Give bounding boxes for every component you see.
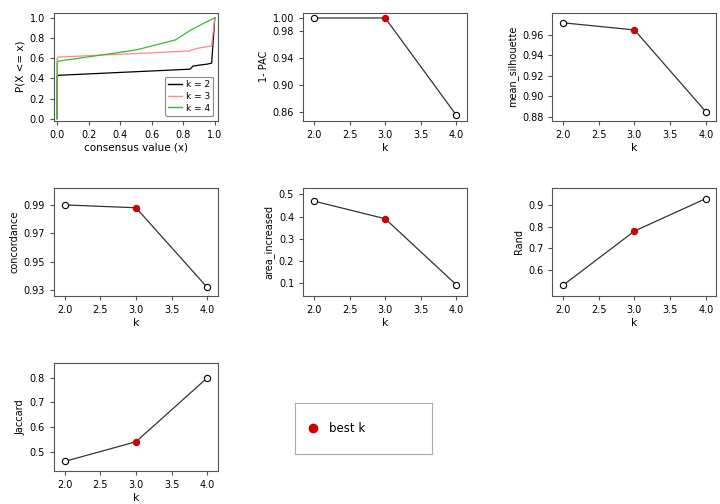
Legend: k = 2, k = 3, k = 4: k = 2, k = 3, k = 4 — [165, 77, 213, 116]
Y-axis label: 1- PAC: 1- PAC — [258, 51, 269, 82]
X-axis label: k: k — [382, 143, 389, 153]
Y-axis label: Rand: Rand — [514, 229, 524, 255]
X-axis label: k: k — [132, 493, 139, 503]
X-axis label: consensus value (x): consensus value (x) — [84, 143, 188, 153]
Y-axis label: concordance: concordance — [9, 211, 19, 273]
Y-axis label: P(X <= x): P(X <= x) — [15, 41, 25, 92]
X-axis label: k: k — [382, 318, 389, 328]
X-axis label: k: k — [631, 318, 638, 328]
X-axis label: k: k — [631, 143, 638, 153]
Y-axis label: area_increased: area_increased — [264, 205, 274, 279]
Y-axis label: mean_silhouette: mean_silhouette — [507, 26, 518, 107]
Y-axis label: Jaccard: Jaccard — [15, 399, 25, 435]
X-axis label: k: k — [132, 318, 139, 328]
Text: best k: best k — [329, 422, 366, 435]
